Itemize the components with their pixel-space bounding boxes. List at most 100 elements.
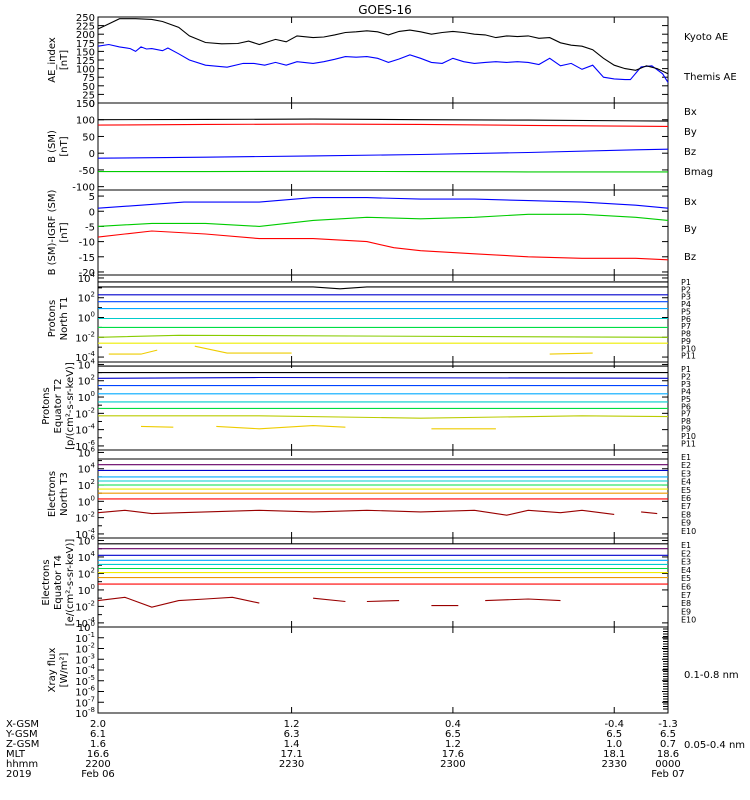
legend-item: P2 — [681, 285, 691, 294]
tick-base: 10 — [78, 569, 91, 580]
tick-base: 10 — [78, 586, 91, 597]
series-p10a — [108, 349, 158, 355]
y-tick-label: 100 — [78, 583, 95, 597]
chart-title: GOES-16 — [358, 3, 412, 17]
y-tick-label: 102 — [78, 291, 95, 305]
panel-bigrf: -20 -15 -10 -5 0 5 B (SM)-IGRF (SM) [nT] Bx By Bz — [47, 189, 697, 279]
y-tick-label: 100 — [78, 390, 95, 404]
legend-item: E10 — [681, 527, 696, 536]
y-tick-label: 10-6 — [75, 685, 95, 699]
tick-exponent: -1 — [88, 631, 95, 639]
y-tick-label: 75 — [82, 73, 95, 84]
tick-base: 10 — [75, 442, 88, 453]
series-bx — [97, 148, 669, 159]
tick-exponent: -6 — [88, 685, 96, 693]
tick-base: 10 — [75, 353, 88, 364]
y-axis-label: B (SM) — [47, 130, 58, 163]
ephemeris-row-label: Y-GSM — [5, 729, 38, 740]
y-tick-label: 102 — [78, 374, 95, 388]
tick-exponent: 0 — [91, 494, 95, 502]
legend-item: Bx — [684, 107, 697, 118]
legend-item: E4 — [681, 566, 691, 575]
y-tick-label: 0 — [89, 149, 95, 160]
y-tick-label: 10-5 — [75, 674, 95, 688]
series-p8 — [98, 415, 669, 419]
y-tick-label: 5 — [89, 192, 95, 203]
y-tick-label: 10-4 — [75, 527, 95, 541]
ephemeris-value: 2.0 — [90, 719, 106, 730]
tick-exponent: -4 — [88, 527, 96, 535]
y-axis-label: Equator T4 — [53, 555, 64, 610]
tick-exponent: 6 — [91, 445, 96, 453]
series-p8 — [97, 334, 669, 338]
tick-base: 10 — [75, 634, 88, 645]
ephemeris-value: 0.4 — [445, 719, 461, 730]
legend-item: P4 — [681, 387, 691, 396]
tick-base: 10 — [78, 274, 91, 285]
y-tick-label: 10-2 — [75, 599, 95, 613]
series-p3 — [97, 376, 669, 379]
legend-item: Bx — [684, 197, 697, 208]
y-tick-label: 0 — [89, 99, 95, 110]
tick-exponent: -2 — [88, 599, 95, 607]
legend-item: P9 — [681, 425, 691, 434]
tick-exponent: -2 — [88, 406, 95, 414]
y-tick-label: 150 — [76, 99, 95, 110]
ephemeris-row-label: MLT — [6, 749, 26, 760]
y-axis-label: Electrons — [41, 559, 52, 605]
ephemeris-value: 6.5 — [660, 729, 676, 740]
panel-frame — [97, 361, 669, 451]
tick-base: 10 — [78, 497, 91, 508]
y-tick-label: 50 — [82, 132, 95, 143]
y-tick-label: 100 — [78, 311, 95, 325]
legend-item: E3 — [681, 558, 691, 567]
y-tick-label: 10-4 — [75, 423, 95, 437]
y-tick-label: 104 — [78, 357, 96, 371]
tick-exponent: -2 — [88, 330, 95, 338]
ephemeris-row-label: 2019 — [6, 769, 31, 780]
tick-base: 10 — [78, 553, 91, 564]
tick-base: 10 — [78, 536, 91, 547]
legend-item: E7 — [681, 502, 691, 511]
ephemeris-value: 0.7 — [660, 739, 676, 750]
ephemeris-value: 17.6 — [442, 749, 464, 760]
legend-item: P10 — [681, 344, 696, 353]
series-e10c — [366, 600, 400, 603]
y-tick-label: 104 — [78, 462, 96, 476]
legend-item: P11 — [681, 440, 696, 449]
legend-item: E10 — [681, 616, 696, 625]
y-tick-label: -20 — [79, 268, 95, 279]
tick-base: 10 — [75, 619, 88, 630]
ephemeris-value: 1.2 — [284, 719, 300, 730]
tick-base: 10 — [75, 709, 88, 720]
y-tick-label: 175 — [76, 39, 95, 50]
y-tick-label: 100 — [76, 116, 95, 127]
ephemeris-value: 16.6 — [87, 749, 109, 760]
legend-item: P11 — [681, 352, 696, 361]
tick-base: 10 — [75, 426, 88, 437]
ephemeris-value: 18.1 — [603, 749, 625, 760]
tick-exponent: -4 — [88, 350, 96, 358]
y-axis-label: B (SM)-IGRF (SM) — [47, 190, 58, 276]
y-tick-label: 100 — [78, 620, 95, 634]
ephemeris-value: 17.1 — [280, 749, 302, 760]
y-tick-label: 25 — [82, 90, 95, 101]
x-axis-ephemeris-table: X-GSM 2.0 1.2 0.4 -0.4 -1.3 Y-GSM 6.1 6.3 6.5 6.5 6… — [5, 719, 685, 780]
tick-exponent: -8 — [88, 706, 95, 714]
series-p9b — [216, 425, 346, 430]
y-axis-label: Electrons — [47, 471, 58, 517]
tick-base: 10 — [75, 530, 88, 541]
legend-item: E8 — [681, 599, 691, 608]
y-tick-label: 100 — [78, 494, 95, 508]
series-bmag — [97, 118, 669, 122]
y-tick-label: 102 — [78, 566, 95, 580]
ephemeris-value: 18.6 — [657, 749, 679, 760]
legend-item: E1 — [681, 453, 691, 462]
ephemeris-value: -0.4 — [604, 719, 624, 730]
tick-exponent: 2 — [91, 566, 95, 574]
y-tick-label: -50 — [79, 166, 95, 177]
ephemeris-value: 6.1 — [90, 729, 106, 740]
